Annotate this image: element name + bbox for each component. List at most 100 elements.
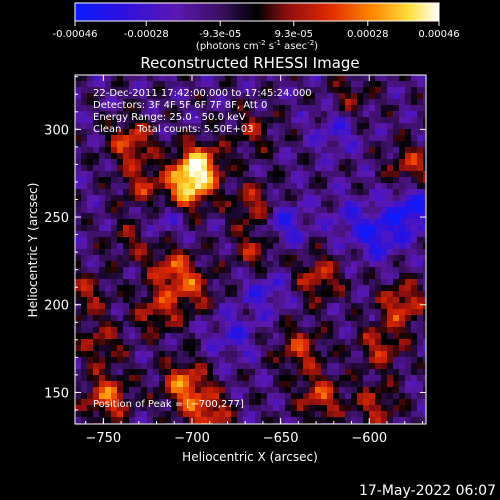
heatmap-cell xyxy=(135,141,142,148)
heatmap-cell xyxy=(351,153,358,160)
heatmap-cell xyxy=(123,219,130,226)
heatmap-cell xyxy=(219,417,226,424)
heatmap-cell xyxy=(387,303,394,310)
heatmap-cell xyxy=(99,381,106,388)
heatmap-cell xyxy=(213,321,220,328)
heatmap-cell xyxy=(255,87,262,94)
heatmap-cell xyxy=(105,243,112,250)
heatmap-cell xyxy=(303,333,310,340)
heatmap-cell xyxy=(303,297,310,304)
heatmap-cell xyxy=(423,87,426,94)
heatmap-cell xyxy=(141,375,148,382)
heatmap-cell xyxy=(195,171,202,178)
heatmap-cell xyxy=(279,279,286,286)
heatmap-cell xyxy=(153,369,160,376)
heatmap-cell xyxy=(291,183,298,190)
heatmap-cell xyxy=(153,213,160,220)
heatmap-cell xyxy=(351,291,358,298)
heatmap-cell xyxy=(147,417,154,424)
heatmap-cell xyxy=(87,141,94,148)
heatmap-cell xyxy=(261,339,268,346)
heatmap-cell xyxy=(213,261,220,268)
heatmap-cell xyxy=(105,411,112,418)
heatmap-cell xyxy=(345,273,352,280)
heatmap-cell xyxy=(267,189,274,196)
heatmap-cell xyxy=(375,165,382,172)
heatmap-cell xyxy=(213,369,220,376)
heatmap-cell xyxy=(357,249,364,256)
heatmap-cell xyxy=(363,171,370,178)
heatmap-cell xyxy=(147,219,154,226)
heatmap-cell xyxy=(279,345,286,352)
heatmap-cell xyxy=(423,405,426,412)
heatmap-cell xyxy=(93,333,100,340)
heatmap-cell xyxy=(357,273,364,280)
heatmap-cell xyxy=(105,213,112,220)
heatmap-cell xyxy=(99,177,106,184)
heatmap-cell xyxy=(237,387,244,394)
heatmap-cell xyxy=(333,165,340,172)
heatmap-cell xyxy=(231,219,238,226)
heatmap-cell xyxy=(183,99,190,106)
heatmap-cell xyxy=(135,291,142,298)
heatmap-cell xyxy=(75,147,82,154)
heatmap-cell xyxy=(93,345,100,352)
heatmap-cell xyxy=(153,243,160,250)
heatmap-cell xyxy=(117,201,124,208)
heatmap-cell xyxy=(81,297,88,304)
heatmap-cell xyxy=(123,75,130,82)
heatmap-cell xyxy=(267,141,274,148)
heatmap-cell xyxy=(159,387,166,394)
heatmap-cell xyxy=(129,381,136,388)
heatmap-cell xyxy=(81,99,88,106)
heatmap-cell xyxy=(231,117,238,124)
heatmap-cell xyxy=(87,189,94,196)
heatmap-cell xyxy=(357,111,364,118)
heatmap-cell xyxy=(153,375,160,382)
heatmap-cell xyxy=(141,87,148,94)
colorbar-tick-label: 0.00028 xyxy=(347,29,388,40)
heatmap-cell xyxy=(105,153,112,160)
heatmap-cell xyxy=(381,231,388,238)
heatmap-cell xyxy=(183,297,190,304)
heatmap-cell xyxy=(213,171,220,178)
heatmap-cell xyxy=(387,207,394,214)
heatmap-cell xyxy=(81,375,88,382)
heatmap-cell xyxy=(219,87,226,94)
heatmap-cell xyxy=(165,399,172,406)
heatmap-cell xyxy=(117,387,124,394)
heatmap-cell xyxy=(333,225,340,232)
heatmap-cell xyxy=(297,291,304,298)
heatmap-cell xyxy=(423,135,426,142)
heatmap-cell xyxy=(177,195,184,202)
heatmap-cell xyxy=(315,315,322,322)
heatmap-cell xyxy=(93,291,100,298)
heatmap-cell xyxy=(261,243,268,250)
heatmap-cell xyxy=(255,309,262,316)
heatmap-cell xyxy=(327,309,334,316)
heatmap-cell xyxy=(339,315,346,322)
heatmap-cell xyxy=(75,135,82,142)
heatmap-cell xyxy=(81,363,88,370)
heatmap-cell xyxy=(309,81,316,88)
heatmap-cell xyxy=(105,369,112,376)
heatmap-cell xyxy=(249,141,256,148)
heatmap-cell xyxy=(165,213,172,220)
heatmap-cell xyxy=(249,411,256,418)
heatmap-cell xyxy=(351,219,358,226)
heatmap-cell xyxy=(321,87,328,94)
heatmap-cell xyxy=(279,369,286,376)
heatmap-cell xyxy=(315,165,322,172)
heatmap-cell xyxy=(279,105,286,112)
heatmap-cell xyxy=(99,393,106,400)
heatmap-cell xyxy=(411,285,418,292)
heatmap-cell xyxy=(129,411,136,418)
heatmap-cell xyxy=(213,219,220,226)
heatmap-cell xyxy=(117,393,124,400)
heatmap-cell xyxy=(111,141,118,148)
heatmap-cell xyxy=(351,225,358,232)
heatmap-cell xyxy=(303,261,310,268)
heatmap-cell xyxy=(207,363,214,370)
heatmap-cell xyxy=(255,219,262,226)
heatmap-cell xyxy=(399,207,406,214)
